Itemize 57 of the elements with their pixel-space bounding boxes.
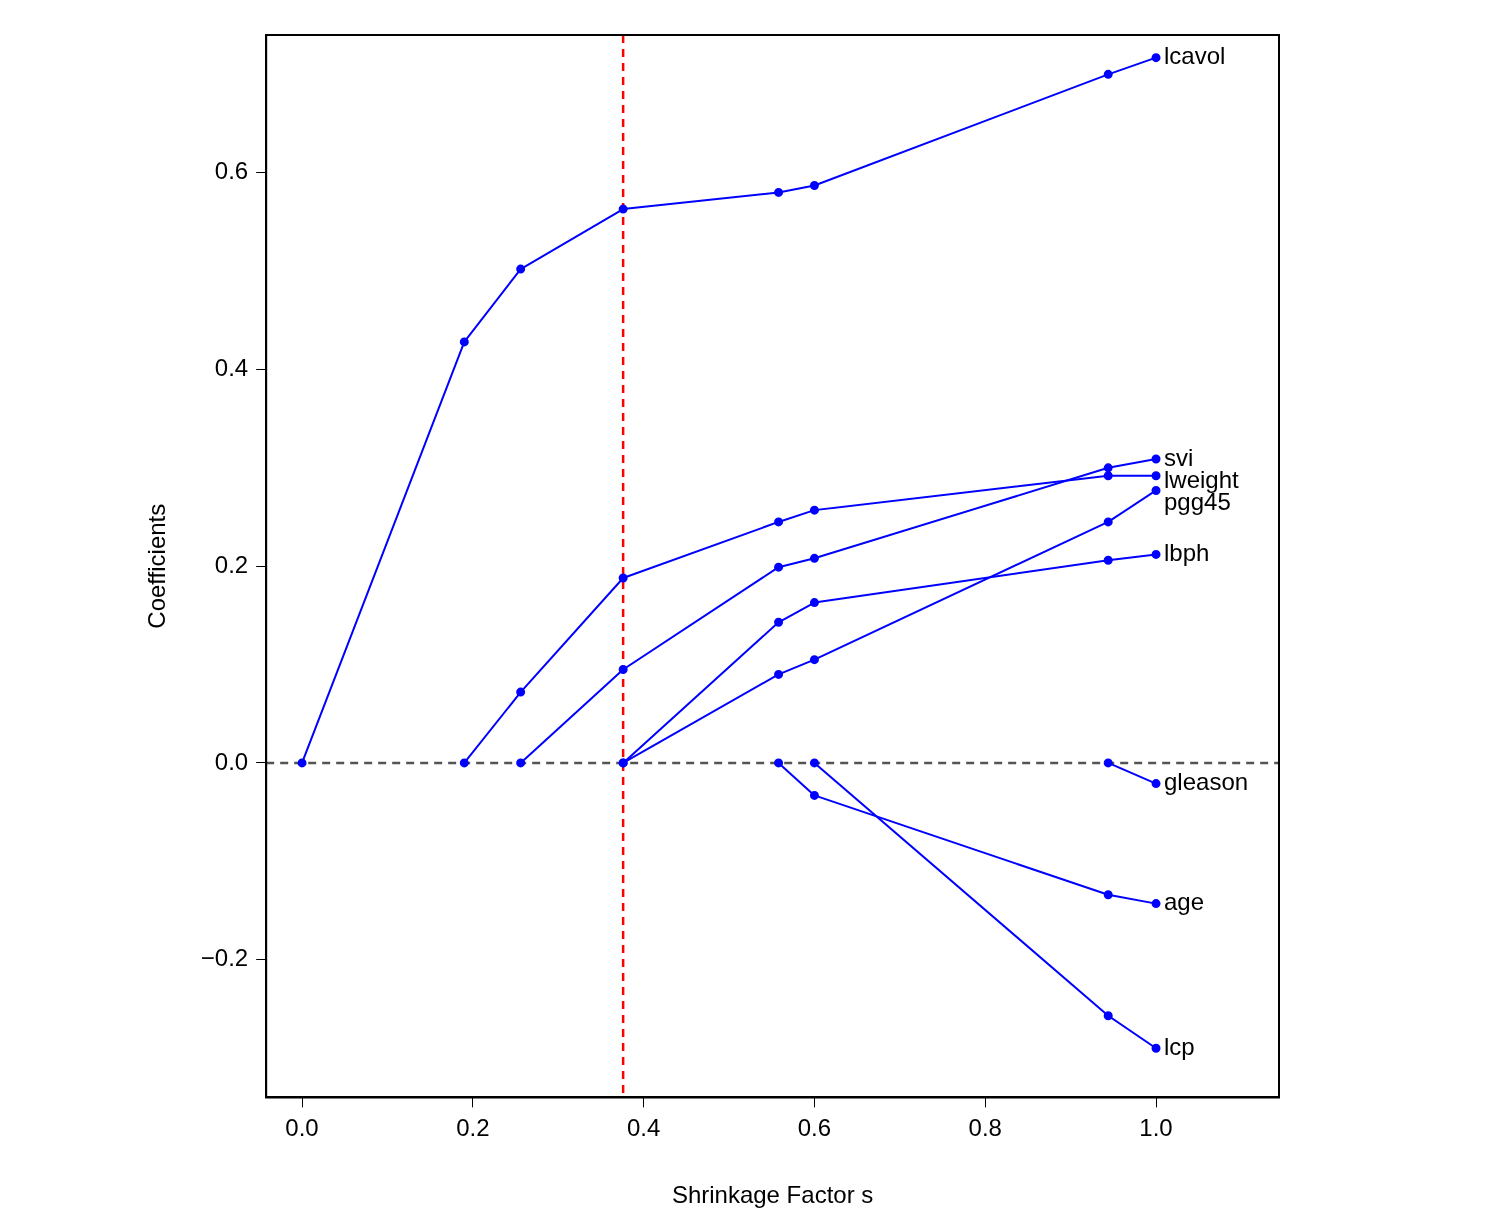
point (618, 204, 628, 214)
x-tick-label: 0.4 (626, 1114, 661, 1142)
point (1151, 454, 1161, 464)
point (1103, 758, 1113, 768)
point (809, 505, 819, 515)
x-tick-label: 1.0 (1139, 1114, 1173, 1142)
point (1103, 890, 1113, 900)
point (1151, 53, 1161, 63)
point (516, 758, 526, 768)
point (1151, 899, 1161, 909)
x-tick-label: 0.0 (285, 1114, 319, 1142)
series-label: svi (1164, 443, 1194, 471)
y-tick-label: 0.2 (214, 550, 249, 578)
point (774, 758, 784, 768)
point (809, 655, 819, 665)
y-axis-title: Coefficients (143, 503, 171, 629)
x-tick-label: 0.6 (797, 1114, 832, 1142)
point (1103, 555, 1113, 565)
point (809, 553, 819, 563)
y-tick-label: 0.0 (214, 747, 249, 775)
y-tick-label: 0.6 (214, 157, 249, 185)
x-axis-title: Shrinkage Factor s (671, 1181, 874, 1209)
point (774, 187, 784, 197)
point (774, 562, 784, 572)
series-label: lcp (1164, 1032, 1195, 1060)
point (774, 669, 784, 679)
point (1151, 485, 1161, 495)
series-label: lcavol (1164, 42, 1226, 70)
point (1103, 1011, 1113, 1021)
point (809, 758, 819, 768)
point (297, 758, 307, 768)
point (618, 573, 628, 583)
point (459, 758, 469, 768)
point (1103, 463, 1113, 473)
point (516, 687, 526, 697)
point (516, 264, 526, 274)
x-tick-label: 0.2 (456, 1114, 490, 1142)
series-label: lbph (1164, 539, 1210, 567)
point (809, 598, 819, 608)
point (1151, 549, 1161, 559)
point (1151, 1043, 1161, 1053)
point (774, 517, 784, 527)
point (774, 617, 784, 627)
point (809, 790, 819, 800)
point (1151, 779, 1161, 789)
y-tick-label: −0.2 (200, 944, 249, 972)
x-tick-label: 0.8 (968, 1114, 1002, 1142)
point (618, 664, 628, 674)
point (1151, 471, 1161, 481)
point (1103, 69, 1113, 79)
point (809, 181, 819, 191)
point (1103, 471, 1113, 481)
point (459, 337, 469, 347)
y-tick-label: 0.4 (214, 354, 249, 382)
point (1103, 517, 1113, 527)
series-label: age (1164, 888, 1205, 916)
series-label: gleason (1164, 768, 1249, 796)
